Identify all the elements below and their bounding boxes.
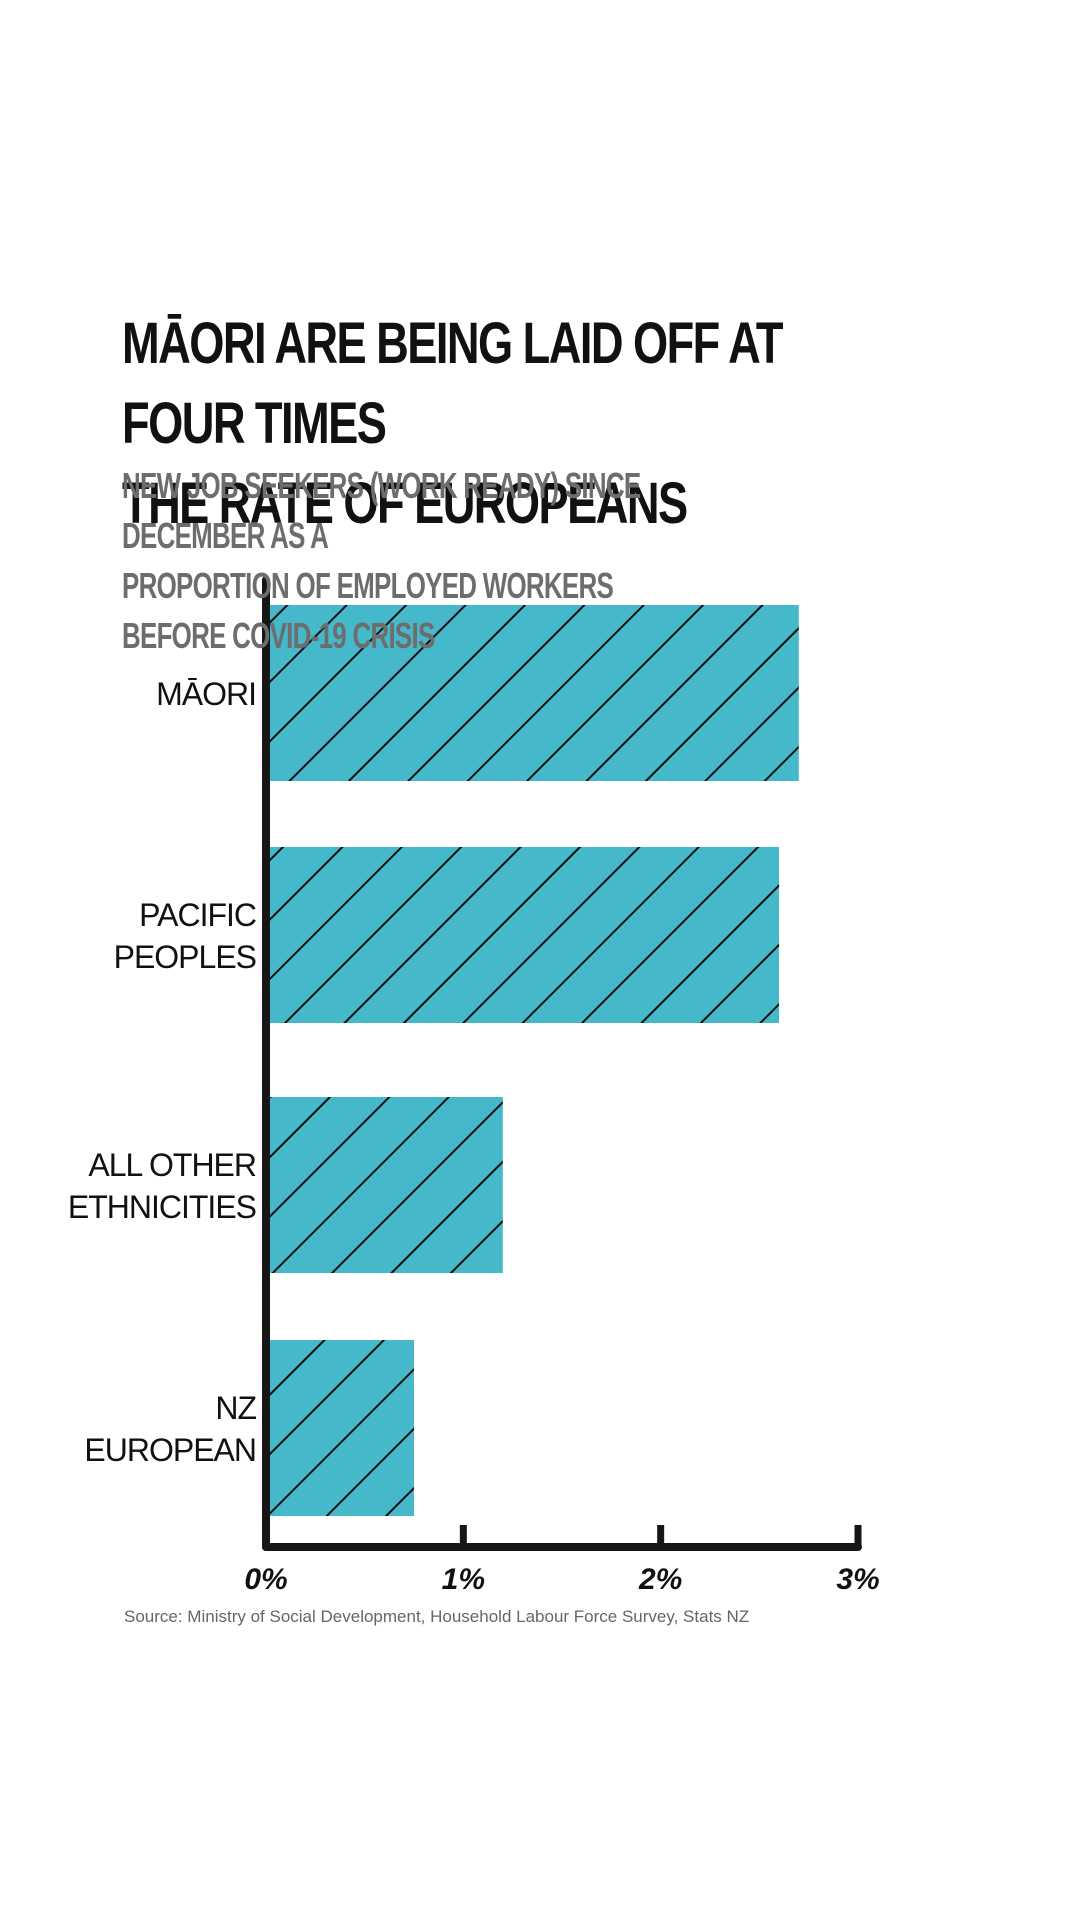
chart-subtitle: New job seekers (work ready) since Decem…	[122, 465, 641, 656]
chart-title: Māori are being laid off at four times t…	[122, 311, 783, 536]
x-tick-label-0: 0%	[244, 1563, 287, 1596]
bar-0	[266, 605, 799, 781]
x-axis-ticks: 0% 1% 2% 3%	[244, 1525, 880, 1596]
bars-group	[266, 605, 799, 1516]
bar-2	[266, 1097, 503, 1273]
category-label-2: All other ethnicities	[68, 1147, 256, 1225]
category-label-1: Pacific Peoples	[114, 897, 256, 975]
x-tick-label-3: 3%	[836, 1563, 879, 1596]
axes-group	[262, 576, 862, 1551]
source-note: Source: Ministry of Social Development, …	[124, 1607, 750, 1626]
bar-1	[266, 847, 780, 1023]
category-label-3: NZ European	[84, 1390, 256, 1468]
x-tick-label-2: 2%	[638, 1563, 682, 1596]
x-tick-label-1: 1%	[442, 1563, 485, 1596]
bar-3	[266, 1340, 414, 1516]
category-label-0: Māori	[156, 676, 256, 712]
category-labels: Māori Pacific Peoples All other ethnicities N…	[68, 676, 258, 1468]
